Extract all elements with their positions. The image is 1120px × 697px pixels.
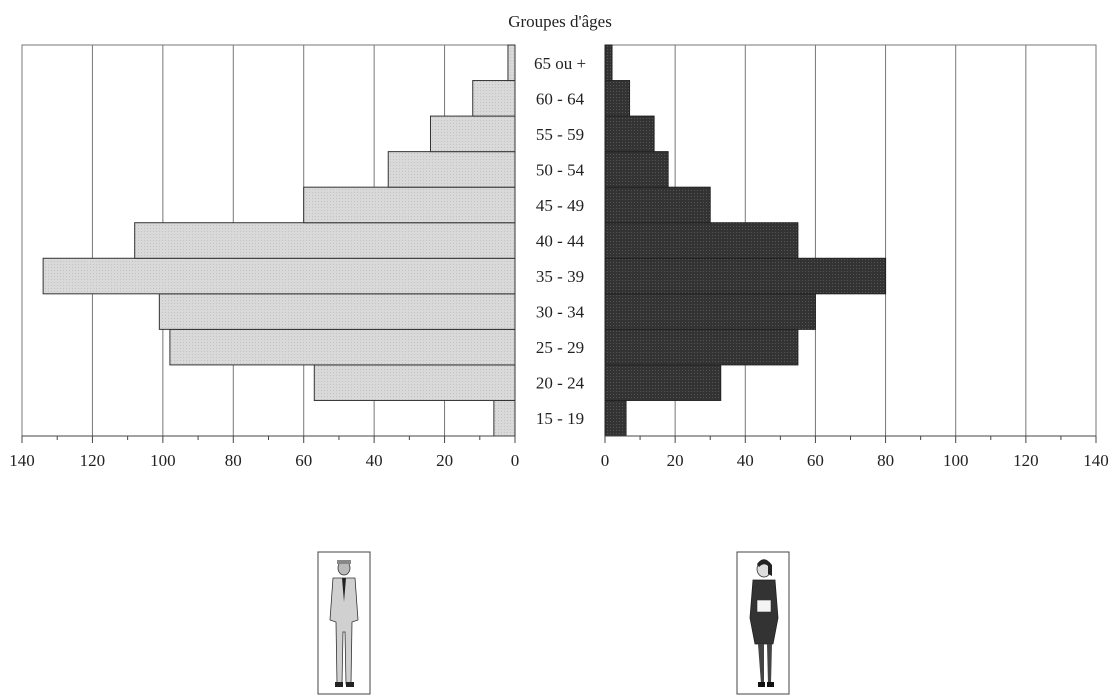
right-bar — [604, 80, 631, 117]
left-tick-label: 40 — [366, 451, 383, 470]
x-axes: 0 0 20 20 40 40 60 60 80 80 100 100 120 120 140 140 — [9, 435, 1109, 470]
left-bar — [429, 115, 516, 153]
right-bar — [604, 257, 887, 295]
man-figure-icon — [317, 551, 371, 695]
age-group-label: 45 - 49 — [536, 196, 584, 215]
right-tick-label: 0 — [601, 451, 610, 470]
age-group-label: 55 - 59 — [536, 125, 584, 144]
right-bar — [604, 293, 816, 330]
age-group-label: 20 - 24 — [536, 374, 585, 393]
right-tick-label: 20 — [667, 451, 684, 470]
left-bars — [42, 44, 516, 437]
left-tick-label: 140 — [9, 451, 35, 470]
age-group-labels: 15 - 19 20 - 24 25 - 29 30 - 34 35 - 39 40 - … — [534, 54, 586, 428]
right-bar — [604, 115, 655, 153]
right-bars — [604, 44, 887, 437]
left-tick-label: 20 — [436, 451, 453, 470]
right-bar — [604, 364, 722, 401]
left-tick-label: 120 — [80, 451, 106, 470]
age-group-label: 65 ou + — [534, 54, 586, 73]
right-tick-label: 60 — [807, 451, 824, 470]
right-bar — [604, 222, 799, 259]
age-group-label: 15 - 19 — [536, 409, 584, 428]
age-group-label: 25 - 29 — [536, 338, 584, 357]
left-bar — [169, 328, 516, 366]
left-bar — [158, 293, 516, 330]
woman-figure-icon — [736, 551, 790, 695]
left-tick-label: 100 — [150, 451, 176, 470]
right-bar — [604, 399, 627, 437]
left-bar — [134, 222, 516, 259]
left-tick-label: 80 — [225, 451, 242, 470]
right-tick-label: 140 — [1083, 451, 1109, 470]
left-bar — [507, 44, 516, 82]
age-group-label: 35 - 39 — [536, 267, 584, 286]
right-tick-label: 100 — [943, 451, 969, 470]
left-bar — [303, 186, 516, 224]
right-tick-label: 80 — [877, 451, 894, 470]
right-bar — [604, 328, 799, 366]
left-tick-label: 0 — [511, 451, 520, 470]
left-bar — [313, 364, 516, 401]
right-bar — [604, 186, 711, 224]
left-bar — [472, 80, 516, 117]
right-tick-label: 120 — [1013, 451, 1039, 470]
age-group-label: 40 - 44 — [536, 232, 585, 251]
right-bar — [604, 151, 669, 188]
right-bar — [604, 44, 613, 82]
left-bar — [42, 257, 516, 295]
right-tick-label: 40 — [737, 451, 754, 470]
left-tick-label: 60 — [295, 451, 312, 470]
left-bar — [387, 151, 516, 188]
left-bar — [493, 399, 516, 437]
age-group-label: 30 - 34 — [536, 303, 585, 322]
age-group-label: 60 - 64 — [536, 89, 585, 108]
age-group-label: 50 - 54 — [536, 160, 585, 179]
chart-title: Groupes d'âges — [508, 12, 612, 31]
